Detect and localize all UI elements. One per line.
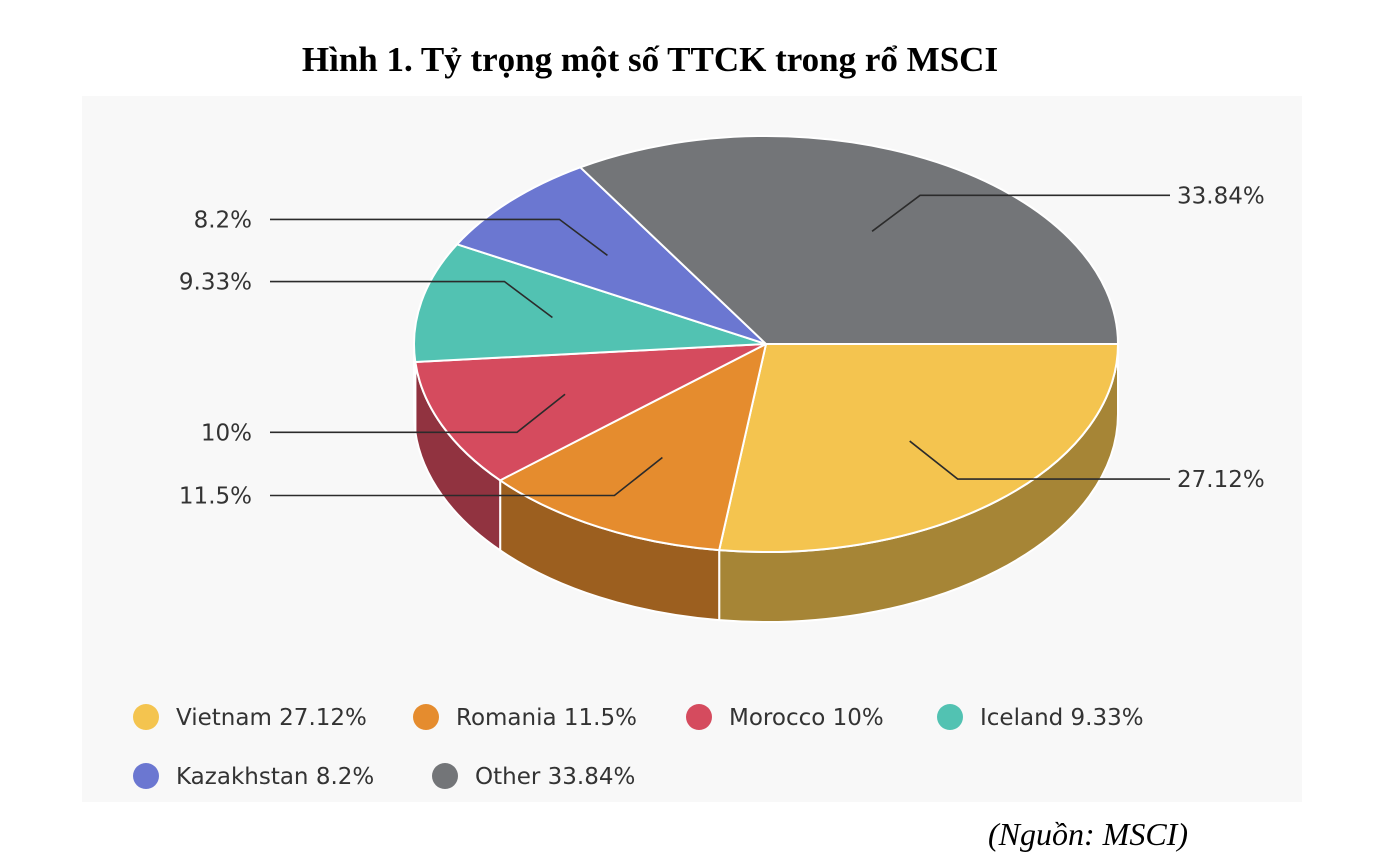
legend-label: Other 33.84% [475, 764, 635, 790]
legend-item-other[interactable]: Other 33.84% [432, 763, 635, 790]
source-note: (Nguồn: MSCI) [988, 816, 1188, 852]
pie-slice-iceland[interactable] [413, 243, 767, 363]
leader-line-vietnam [909, 440, 1170, 480]
pie-slice-kazakhstan[interactable] [455, 166, 767, 345]
legend: Vietnam 27.12% Romania 11.5% Morocco 10% Ic… [133, 704, 1144, 790]
leader-line-other [871, 194, 1170, 232]
legend-swatch [133, 704, 159, 730]
legend-item-vietnam[interactable]: Vietnam 27.12% [133, 704, 367, 731]
pie-sides [413, 343, 1119, 623]
value-label-romania: 11.5% [179, 483, 252, 509]
leader-line-iceland [270, 280, 553, 319]
label-leader-lines [270, 194, 1170, 497]
legend-label: Vietnam 27.12% [176, 705, 367, 731]
legend-item-romania[interactable]: Romania 11.5% [413, 704, 637, 731]
chart-title: Hình 1. Tỷ trọng một số TTCK trong rổ MS… [301, 40, 999, 79]
legend-swatch [432, 763, 458, 789]
chart-panel: 27.12% 11.5% 10% 9.33% 8.2% 33.84% Vietnam 27… [82, 96, 1302, 802]
legend-swatch [133, 763, 159, 789]
legend-label: Kazakhstan 8.2% [176, 764, 374, 790]
legend-label: Morocco 10% [729, 705, 884, 731]
legend-swatch [937, 704, 963, 730]
legend-swatch [686, 704, 712, 730]
pie-chart: 27.12% 11.5% 10% 9.33% 8.2% 33.84% Vietnam 27… [133, 135, 1265, 790]
leader-line-morocco [270, 393, 566, 434]
value-label-morocco: 10% [201, 420, 252, 446]
pie-slice-romania[interactable] [498, 342, 768, 552]
legend-label: Iceland 9.33% [980, 705, 1144, 731]
leader-line-kazakhstan [270, 218, 608, 257]
value-labels: 27.12% 11.5% 10% 9.33% 8.2% 33.84% [179, 183, 1265, 509]
legend-item-iceland[interactable]: Iceland 9.33% [937, 704, 1144, 731]
legend-item-morocco[interactable]: Morocco 10% [686, 704, 884, 731]
value-label-kazakhstan: 8.2% [194, 207, 252, 233]
legend-swatch [413, 704, 439, 730]
pie-slice-other[interactable] [578, 135, 1120, 345]
value-label-other: 33.84% [1177, 183, 1265, 209]
legend-item-kazakhstan[interactable]: Kazakhstan 8.2% [133, 763, 374, 790]
leader-line-romania [270, 456, 663, 497]
value-label-iceland: 9.33% [179, 270, 252, 296]
pie-slice-morocco[interactable] [414, 343, 767, 482]
legend-label: Romania 11.5% [456, 705, 637, 731]
value-label-vietnam: 27.12% [1177, 467, 1265, 493]
pie-slices [413, 135, 1120, 553]
